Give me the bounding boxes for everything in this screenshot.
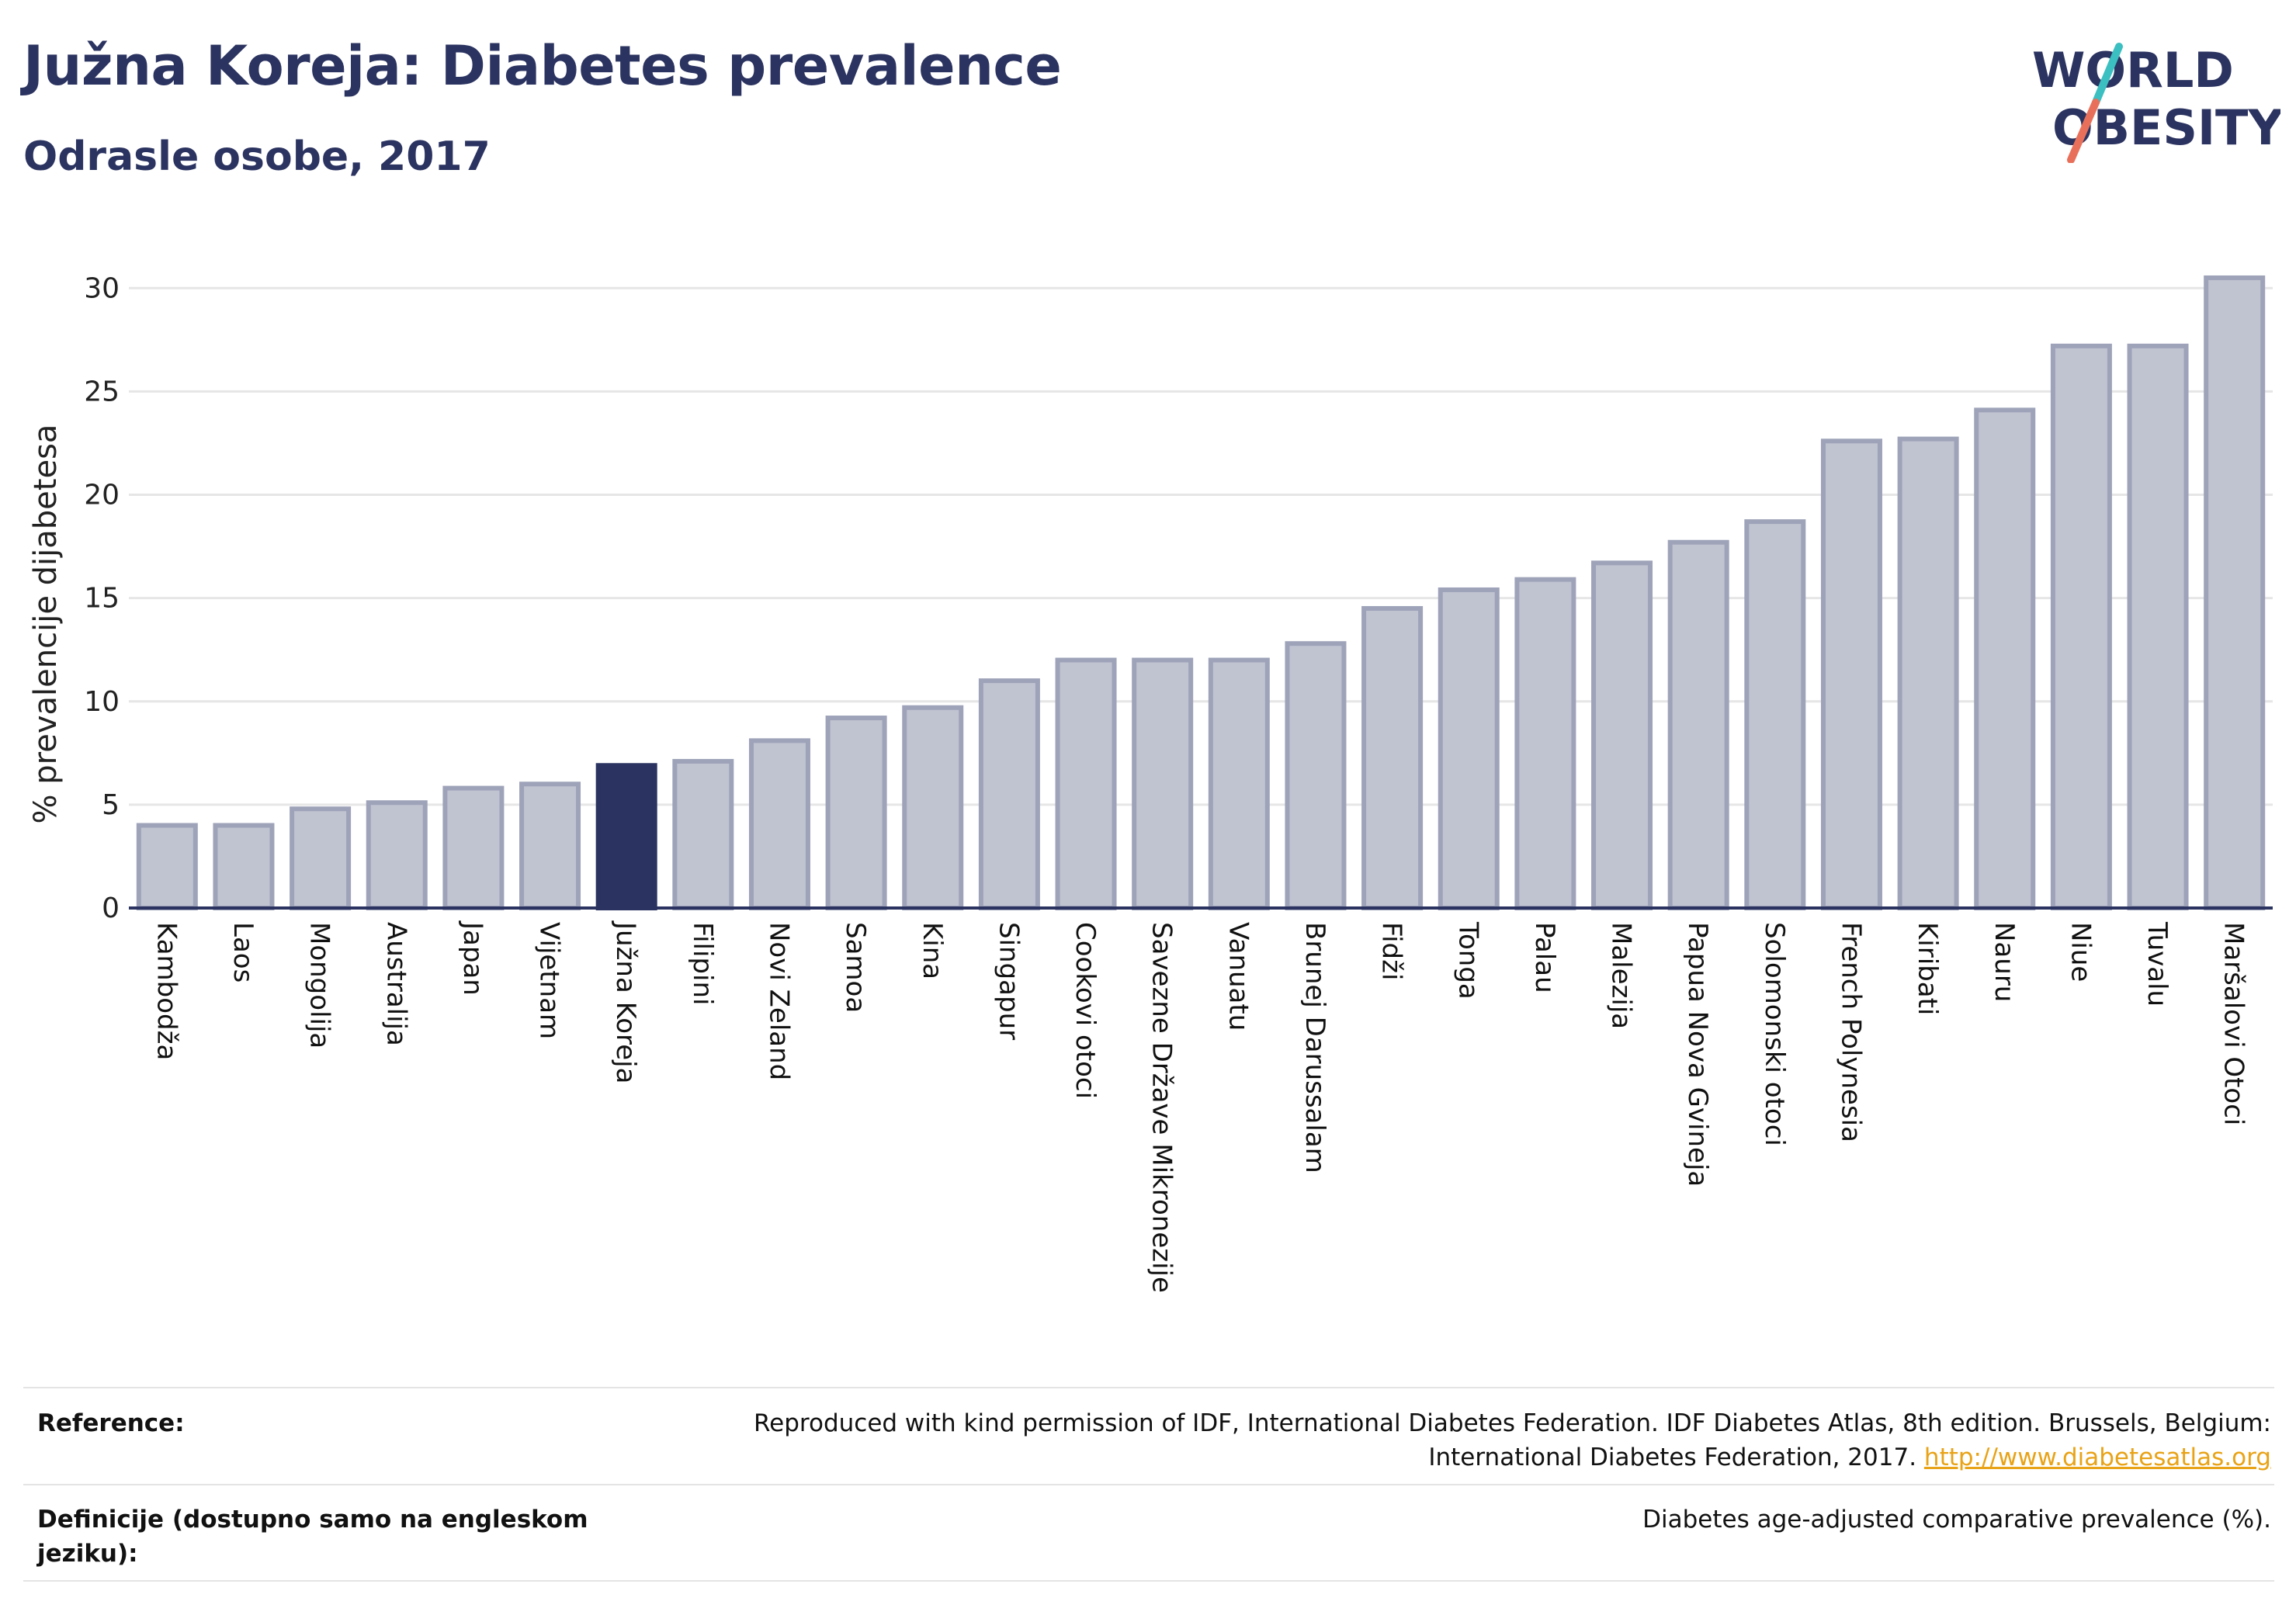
x-axis-labels: Kambodža Laos Mongolija Australija Japan Vije… bbox=[151, 920, 2249, 1293]
bar bbox=[442, 785, 505, 911]
x-tick-label: Singapur bbox=[993, 922, 1024, 1040]
chart-subtitle: Odrasle osobe, 2017 bbox=[23, 133, 491, 180]
bar bbox=[902, 705, 964, 910]
bar bbox=[595, 763, 657, 910]
y-tick-label: 5 bbox=[102, 789, 120, 821]
divider bbox=[23, 1484, 2274, 1485]
bar bbox=[825, 716, 887, 910]
bar bbox=[748, 738, 810, 911]
bar bbox=[136, 823, 198, 910]
bar bbox=[366, 800, 428, 911]
bars bbox=[136, 275, 2266, 911]
y-axis-label: % prevalencije dijabetesa bbox=[28, 425, 64, 824]
x-tick-label: Niue bbox=[2065, 922, 2096, 982]
bar bbox=[1514, 577, 1576, 910]
bar bbox=[1361, 605, 1424, 910]
x-tick-label: Mongolija bbox=[304, 922, 335, 1048]
bar bbox=[1820, 438, 1882, 910]
y-tick-label: 25 bbox=[84, 376, 120, 407]
chart-title: Južna Koreja: Diabetes prevalence bbox=[23, 34, 1062, 98]
divider bbox=[23, 1580, 2274, 1582]
x-tick-label: Novi Zeland bbox=[763, 922, 794, 1080]
bar bbox=[1132, 657, 1194, 910]
svg-text:WORLD: WORLD bbox=[2032, 42, 2234, 99]
reference-link[interactable]: http://www.diabetesatlas.org bbox=[1923, 1444, 2271, 1471]
x-tick-label: Fidži bbox=[1376, 922, 1407, 980]
definition-text: Diabetes age-adjusted comparative preval… bbox=[1642, 1506, 2271, 1534]
y-tick-label: 15 bbox=[84, 583, 120, 615]
x-tick-label: Japan bbox=[457, 920, 488, 996]
y-tick-label: 20 bbox=[84, 480, 120, 511]
definition-label-line-2: jeziku): bbox=[37, 1540, 138, 1568]
x-tick-label: Kambodža bbox=[151, 922, 182, 1060]
x-tick-label: Samoa bbox=[840, 922, 871, 1013]
x-tick-label: Tonga bbox=[1452, 921, 1483, 1000]
bar bbox=[1208, 657, 1270, 910]
divider bbox=[23, 1387, 2274, 1388]
bar bbox=[1438, 587, 1500, 910]
y-axis-ticks: 0 5 10 15 20 25 30 bbox=[84, 272, 120, 924]
bar bbox=[672, 758, 734, 911]
bar-chart: 0 5 10 15 20 25 30 Kambodža Laos Mongolija Austra… bbox=[28, 272, 2273, 1293]
x-tick-label: Palau bbox=[1529, 922, 1560, 993]
x-tick-label: Nauru bbox=[1989, 922, 2020, 1002]
x-tick-label: Laos bbox=[227, 922, 258, 983]
y-tick-label: 10 bbox=[84, 686, 120, 718]
x-tick-label: Brunej Darussalam bbox=[1299, 922, 1330, 1173]
bar bbox=[1055, 657, 1117, 910]
y-tick-label: 0 bbox=[102, 892, 120, 924]
x-tick-label: Južna Koreja bbox=[610, 920, 641, 1083]
x-tick-label: French Polynesia bbox=[1835, 922, 1866, 1142]
y-tick-label: 30 bbox=[84, 272, 120, 304]
bar bbox=[519, 782, 581, 910]
reference-line-1: Reproduced with kind permission of IDF, … bbox=[754, 1409, 2271, 1437]
x-tick-label: Kiribati bbox=[1912, 922, 1943, 1015]
bar bbox=[213, 823, 275, 910]
bar bbox=[1744, 519, 1806, 910]
reference-text: Reproduced with kind permission of IDF, … bbox=[754, 1406, 2271, 1475]
x-tick-label: Vijetnam bbox=[534, 922, 565, 1039]
bar bbox=[1897, 436, 1959, 910]
definition-label-line-1: Definicije (dostupno samo na engleskom bbox=[37, 1506, 588, 1534]
x-tick-label: Savezne Države Mikronezije bbox=[1146, 922, 1177, 1293]
bar bbox=[1667, 539, 1729, 910]
bar bbox=[978, 678, 1040, 910]
bar bbox=[290, 806, 352, 910]
bar bbox=[2050, 343, 2112, 910]
x-tick-label: Kina bbox=[917, 922, 948, 979]
x-tick-label: Solomonski otoci bbox=[1759, 922, 1790, 1146]
x-tick-label: Malezija bbox=[1606, 922, 1637, 1029]
bar bbox=[2127, 343, 2189, 910]
reference-label: Reference: bbox=[37, 1409, 185, 1437]
x-tick-label: Tuvalu bbox=[2142, 921, 2173, 1007]
x-tick-label: Cookovi otoci bbox=[1070, 922, 1101, 1099]
x-tick-label: Australija bbox=[380, 922, 411, 1046]
x-tick-label: Vanuatu bbox=[1223, 922, 1254, 1031]
x-tick-label: Maršalovi Otoci bbox=[2218, 922, 2249, 1125]
bar bbox=[1591, 560, 1653, 910]
bar bbox=[1285, 641, 1347, 910]
world-obesity-logo: WORLD OBESITY bbox=[2032, 42, 2280, 163]
x-tick-label: Filipini bbox=[687, 922, 718, 1005]
reference-line-2: International Diabetes Federation, 2017. bbox=[1428, 1444, 1917, 1471]
bar bbox=[1974, 407, 2036, 910]
definition-label: Definicije (dostupno samo na engleskom j… bbox=[37, 1502, 588, 1571]
x-tick-label: Papua Nova Gvineja bbox=[1682, 922, 1713, 1187]
bar bbox=[2204, 275, 2266, 910]
